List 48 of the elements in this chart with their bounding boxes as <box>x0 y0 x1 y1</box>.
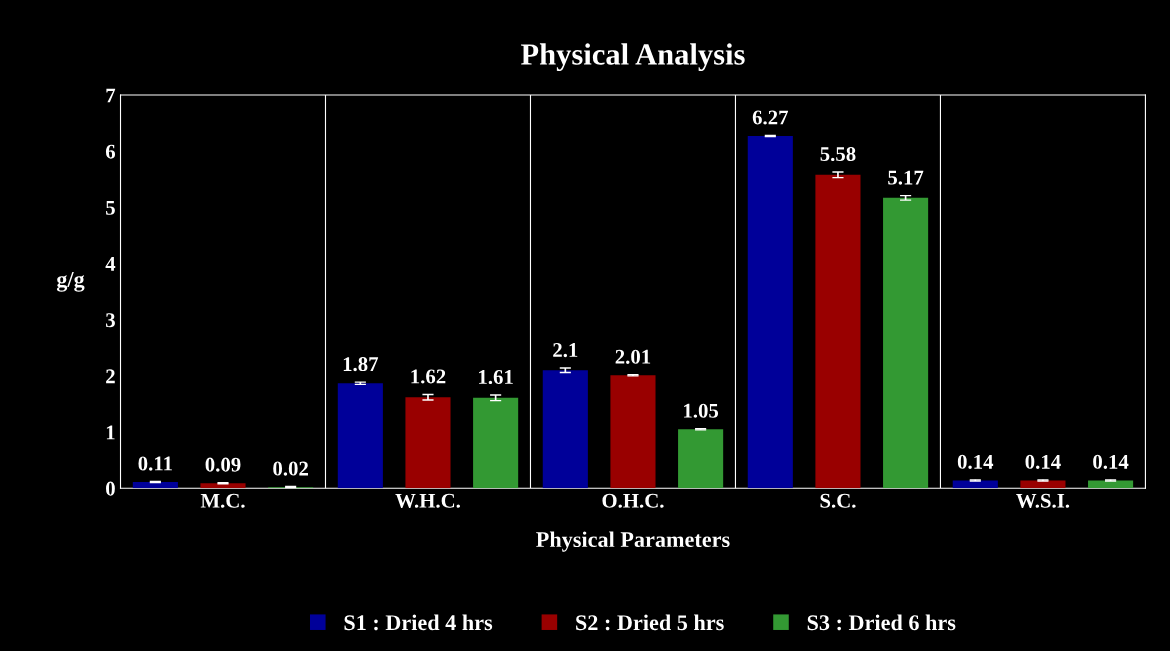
data-label: 1.61 <box>479 370 513 385</box>
y-tick-label: 7 <box>106 88 116 103</box>
data-label: 1.05 <box>684 403 719 418</box>
chart-title: Physical Analysis <box>521 43 745 72</box>
legend-label: S3 : Dried 6 hrs <box>807 614 956 631</box>
data-label: 2.1 <box>553 343 578 358</box>
x-axis-title: Physical Parameters <box>536 531 730 552</box>
legend-label: S2 : Dried 5 hrs <box>576 614 724 631</box>
data-label: 0.02 <box>273 461 308 476</box>
data-label: 0.14 <box>1025 454 1061 469</box>
y-tick-label: 2 <box>106 369 115 384</box>
data-label: 6.27 <box>752 110 789 125</box>
bar <box>1020 480 1066 489</box>
bar <box>405 397 451 489</box>
x-tick-label: S.C. <box>820 493 856 508</box>
legend-label: S1 : Dried 4 hrs <box>344 614 493 631</box>
y-tick-label: 1 <box>106 425 115 440</box>
data-label: 0.14 <box>957 454 994 469</box>
x-tick-label: W.S.I. <box>1016 493 1070 508</box>
bar <box>1088 480 1134 489</box>
data-label: 1.62 <box>411 369 446 384</box>
bar <box>542 370 588 489</box>
bar <box>952 480 998 489</box>
data-label: 5.17 <box>888 170 924 185</box>
y-tick-label: 0 <box>106 481 115 496</box>
data-label: 0.09 <box>205 457 241 472</box>
data-label: 0.11 <box>138 456 172 471</box>
bar <box>678 429 724 489</box>
bar <box>747 136 793 489</box>
data-label: 5.58 <box>820 146 856 162</box>
bar <box>132 482 178 489</box>
y-tick-label: 6 <box>105 144 116 159</box>
bar <box>200 483 246 489</box>
x-tick-label: O.H.C. <box>602 493 664 508</box>
bar <box>815 174 861 489</box>
bar <box>883 197 929 489</box>
y-tick-label: 3 <box>106 313 115 328</box>
x-tick-label: W.H.C. <box>395 493 460 508</box>
bar <box>337 383 383 489</box>
x-tick-label: M.C. <box>200 493 245 508</box>
bar <box>610 375 656 489</box>
data-label: 2.01 <box>615 349 651 364</box>
y-tick-label: 4 <box>105 257 116 271</box>
data-label: 1.87 <box>343 357 379 372</box>
y-axis-title: g/g <box>56 272 85 292</box>
data-label: 0.14 <box>1093 454 1129 469</box>
bar <box>473 397 519 489</box>
y-tick-label: 5 <box>106 200 115 215</box>
